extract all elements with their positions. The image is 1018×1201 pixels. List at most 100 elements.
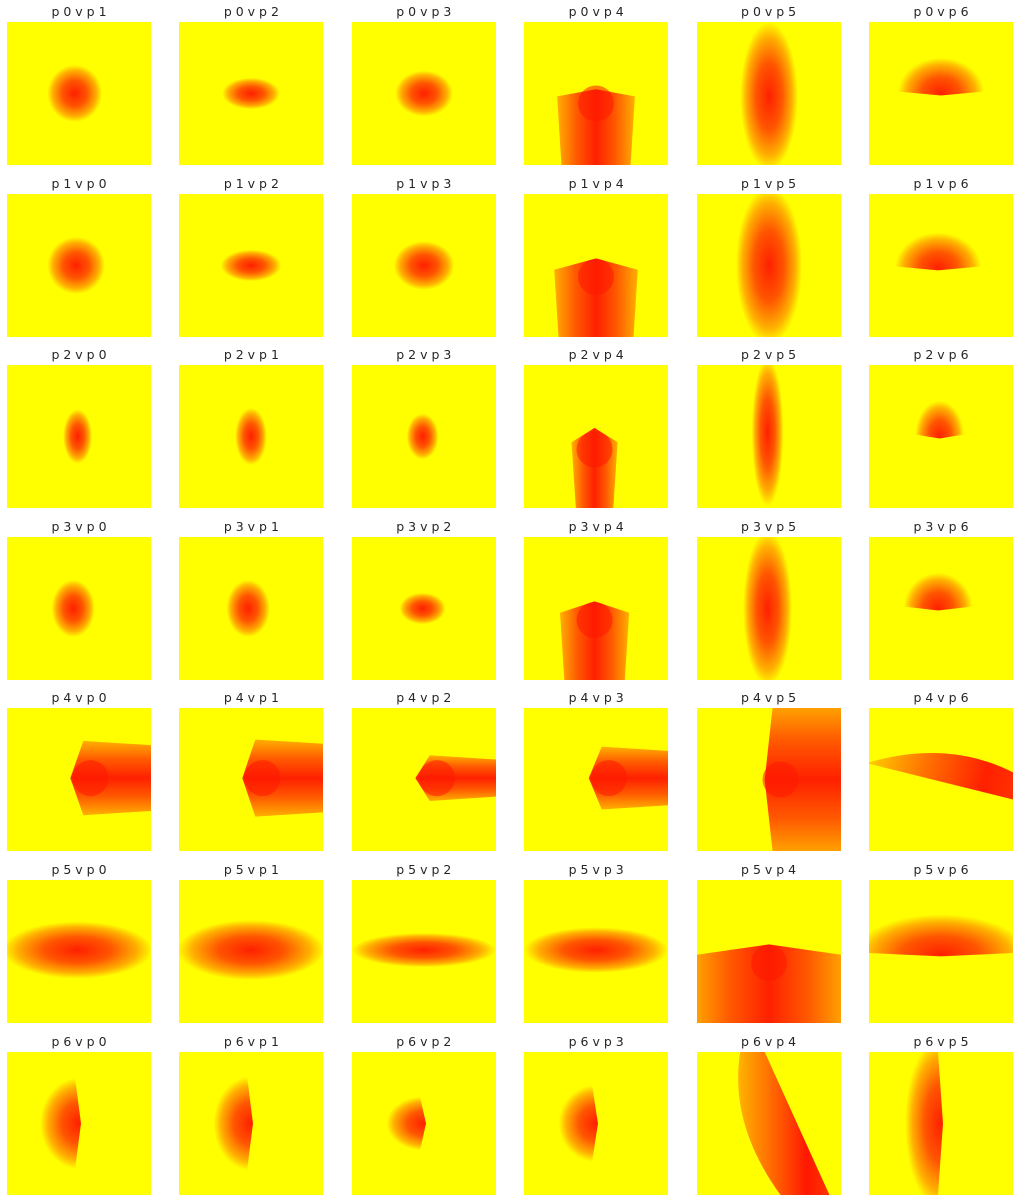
density-blob (399, 592, 446, 625)
heatmap-panel: p 4 v p 1 (179, 689, 324, 852)
heatmap-plot (869, 1051, 1013, 1195)
heatmap-panel: p 2 v p 3 (351, 346, 496, 509)
heatmap-panel: p 5 v p 6 (869, 861, 1013, 1023)
panel-title: p 2 v p 0 (51, 347, 107, 363)
density-blob (739, 22, 798, 165)
density-blob (735, 193, 802, 337)
panel-title: p 6 v p 0 (51, 1033, 107, 1049)
density-peak (72, 760, 109, 797)
density-blob (222, 77, 281, 110)
heatmap-plot (696, 708, 841, 852)
panel-title: p 0 v p 2 (223, 4, 279, 19)
panel-title: p 4 v p 2 (396, 690, 452, 706)
panel-title: p 0 v p 5 (741, 4, 797, 19)
density-blob (7, 921, 151, 979)
heatmap-plot (696, 536, 841, 680)
density-wedge (696, 944, 841, 1023)
heatmap-plot (351, 536, 496, 680)
heatmap-plot (524, 22, 669, 165)
heatmap-plot (869, 708, 1013, 852)
density-dome (869, 912, 1013, 957)
heatmap-panel: p 4 v p 0 (7, 689, 151, 852)
heatmap-plot (7, 365, 151, 509)
heatmap-plot (869, 536, 1013, 680)
heatmap-panel: p 0 v p 2 (179, 3, 324, 165)
heatmap-panel: p 6 v p 5 (869, 1033, 1013, 1195)
density-blob (221, 249, 282, 281)
panel-title: p 2 v p 4 (568, 347, 624, 363)
heatmap-panel: p 0 v p 5 (696, 3, 841, 165)
heatmap-panel: p 1 v p 5 (696, 175, 841, 337)
density-wedge (557, 89, 636, 165)
heatmap-plot (869, 365, 1013, 509)
heatmap-panel: p 3 v p 2 (351, 518, 496, 680)
heatmap-panel: p 6 v p 0 (7, 1033, 151, 1195)
heatmap-plot (351, 1051, 496, 1195)
density-blob (351, 932, 496, 968)
panel-title: p 5 v p 1 (223, 862, 279, 877)
heatmap-plot (7, 22, 151, 165)
heatmap-panel: p 6 v p 1 (179, 1033, 324, 1195)
density-blob (751, 365, 783, 507)
heatmap-panel: p 4 v p 5 (696, 689, 841, 852)
density-peak (578, 85, 615, 122)
heatmap-plot (696, 1051, 841, 1195)
panel-title: p 2 v p 6 (913, 347, 969, 363)
panel-title: p 5 v p 2 (396, 862, 452, 877)
heatmap-plot (351, 708, 496, 852)
panel-title: p 4 v p 3 (568, 690, 624, 706)
panel-title: p 3 v p 5 (741, 518, 797, 534)
heatmap-panel: p 1 v p 0 (7, 175, 151, 337)
panel-title: p 3 v p 0 (51, 518, 107, 534)
density-dome (903, 570, 973, 611)
panel-title: p 1 v p 3 (396, 175, 452, 191)
density-dome (897, 55, 985, 96)
heatmap-panel: p 2 v p 1 (179, 346, 324, 509)
density-wedge (764, 708, 841, 852)
density-blob (393, 240, 455, 290)
density-dome (36, 1077, 81, 1169)
heatmap-plot (179, 365, 324, 509)
panel-title: p 5 v p 4 (741, 862, 797, 877)
density-blob (226, 579, 271, 637)
heatmap-plot (351, 22, 496, 165)
heatmap-plot (179, 193, 324, 337)
density-peak (591, 760, 628, 797)
density-blob (406, 413, 439, 460)
heatmap-plot (524, 193, 669, 337)
heatmap-plot (869, 193, 1013, 337)
heatmap-plot (696, 193, 841, 337)
panel-title: p 4 v p 0 (51, 690, 107, 706)
heatmap-plot (7, 1051, 151, 1195)
density-dome (382, 1095, 426, 1151)
density-peak (762, 761, 799, 798)
panel-title: p 2 v p 5 (741, 347, 797, 363)
density-wedge (554, 257, 638, 337)
heatmap-panel: p 6 v p 2 (351, 1033, 496, 1195)
heatmap-plot (7, 880, 151, 1023)
heatmap-plot (351, 880, 496, 1023)
heatmap-plot (869, 22, 1013, 165)
panel-title: p 3 v p 6 (913, 518, 969, 534)
heatmap-panel: p 5 v p 2 (351, 861, 496, 1023)
heatmap-panel: p 0 v p 1 (7, 3, 151, 165)
heatmap-plot (179, 1051, 324, 1195)
heatmap-plot (179, 22, 324, 165)
heatmap-panel: p 3 v p 1 (179, 518, 324, 680)
panel-title: p 0 v p 1 (51, 4, 107, 19)
panel-title: p 0 v p 6 (913, 4, 969, 19)
heatmap-panel: p 5 v p 4 (696, 861, 841, 1023)
heatmap-panel: p 6 v p 3 (524, 1033, 669, 1195)
panel-title: p 3 v p 2 (396, 518, 452, 534)
panel-title: p 3 v p 4 (568, 518, 624, 534)
panel-title: p 4 v p 1 (223, 690, 279, 706)
heatmap-panel: p 6 v p 4 (696, 1033, 841, 1195)
density-peak (578, 258, 615, 295)
heatmap-panel: p 2 v p 4 (524, 346, 669, 509)
heatmap-plot (179, 708, 324, 852)
heatmap-panel: p 2 v p 6 (869, 346, 1013, 509)
panel-title: p 6 v p 1 (223, 1033, 279, 1049)
heatmap-panel: p 1 v p 4 (524, 175, 669, 337)
density-dome (915, 398, 965, 439)
